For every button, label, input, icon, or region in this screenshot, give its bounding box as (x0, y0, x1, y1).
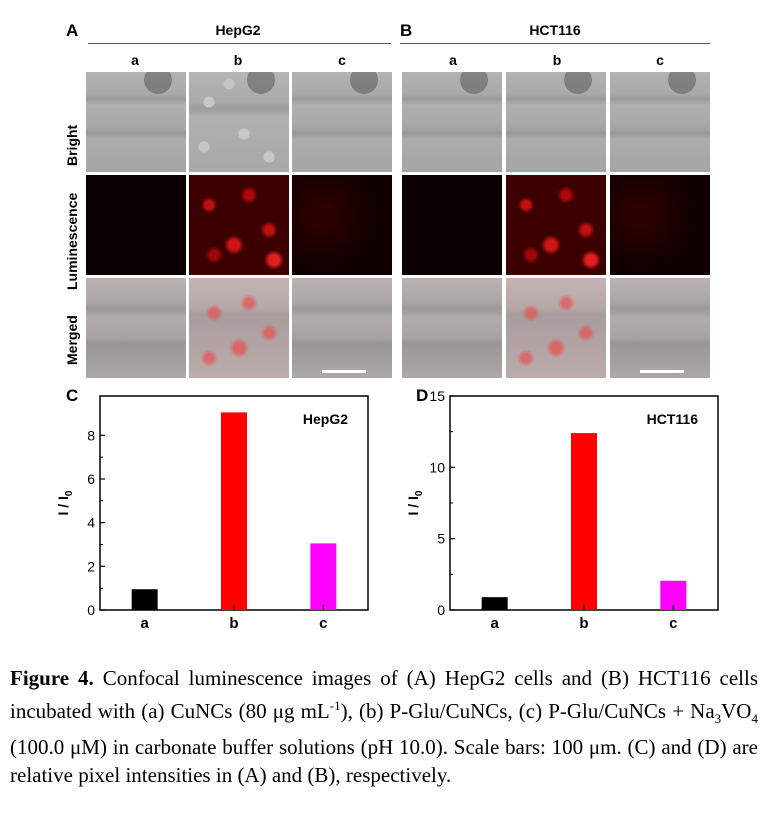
panel-b-divider (400, 43, 710, 44)
row-label-merged: Merged (64, 315, 80, 365)
panel-a-title: HepG2 (215, 22, 261, 38)
caption-sub-2: 4 (751, 711, 758, 727)
row-label-luminescence: Luminescence (64, 192, 80, 290)
scale-bar-a (322, 370, 366, 373)
chart-panel-letter: D (416, 386, 428, 405)
chart-panel-letter: C (66, 386, 78, 405)
y-tick-label: 0 (437, 602, 445, 618)
caption-label: Figure 4. (10, 666, 94, 690)
image-a-luminescence-b (189, 175, 289, 275)
image-a-merged-a (86, 278, 186, 378)
y-tick-label: 6 (87, 471, 95, 487)
image-b-bright-b (506, 72, 606, 172)
bar-b (571, 433, 597, 610)
caption-text-2: ), (b) P-Glu/CuNCs, (c) P-Glu/CuNCs + Na (340, 699, 715, 723)
y-axis-label: I / I0 (405, 490, 425, 515)
x-tick-label: b (229, 615, 238, 632)
image-a-bright-b (189, 72, 289, 172)
column-label-b: b (233, 52, 243, 68)
bar-a (481, 597, 508, 610)
y-tick-label: 8 (87, 427, 95, 443)
image-a-bright-a (86, 72, 186, 172)
panel-letter-b: B (400, 21, 413, 40)
bar-b (221, 412, 247, 610)
chart-legend-text: HCT116 (647, 411, 699, 427)
caption-sup-1: -1 (329, 698, 341, 713)
caption-text-3: VO (721, 699, 752, 723)
column-label-a: a (131, 52, 139, 68)
y-axis-label: I / I0 (55, 490, 75, 515)
x-tick-label: c (319, 615, 327, 632)
column-label-c: c (338, 52, 346, 68)
caption-sub-1: 3 (714, 711, 722, 727)
image-b-luminescence-c (610, 175, 710, 275)
chart-c: C 0 2 4 6 8 I / I0 a b c HepG2 (55, 386, 369, 632)
image-a-luminescence-c (292, 175, 392, 275)
chart-legend-text: HepG2 (303, 411, 348, 427)
image-b-bright-a (402, 72, 502, 172)
column-label-b-b: b (552, 52, 562, 68)
column-label-a-b: a (449, 52, 457, 68)
image-b-merged-a (402, 278, 502, 378)
image-b-bright-c (610, 72, 710, 172)
column-label-c-b: c (656, 52, 664, 68)
x-tick-label: b (579, 615, 588, 632)
bar-c (310, 543, 337, 610)
image-a-luminescence-a (86, 175, 186, 275)
x-tick-label: a (490, 615, 499, 632)
caption-text-1: Confocal luminescence images of (A) HepG… (10, 666, 758, 723)
row-label-bright: Bright (64, 124, 80, 166)
figure-caption: Figure 4. Confocal luminescence images o… (10, 664, 758, 789)
y-tick-label: 15 (429, 388, 445, 404)
panel-a-divider (88, 43, 391, 44)
image-b-luminescence-b (506, 175, 606, 275)
scale-bar-b (640, 370, 684, 373)
image-a-merged-c (292, 278, 392, 378)
image-b-merged-b (506, 278, 606, 378)
y-tick-label: 5 (437, 531, 445, 547)
chart-d: D 0 5 10 15 I / I0 a b c HCT116 (405, 386, 719, 632)
x-tick-label: c (669, 615, 677, 632)
caption-text-4: (100.0 μM) in carbonate buffer solutions… (10, 735, 758, 788)
panel-b-title: HCT116 (529, 22, 581, 38)
x-tick-label: a (140, 615, 149, 632)
image-b-luminescence-a (402, 175, 502, 275)
image-b-merged-c (610, 278, 710, 378)
image-a-merged-b (189, 278, 289, 378)
y-tick-label: 2 (87, 558, 95, 574)
image-a-bright-c (292, 72, 392, 172)
y-tick-label: 10 (429, 459, 445, 475)
y-tick-label: 0 (87, 602, 95, 618)
bar-a (131, 589, 158, 610)
panel-letter-a: A (66, 21, 79, 40)
y-tick-label: 4 (87, 515, 95, 531)
